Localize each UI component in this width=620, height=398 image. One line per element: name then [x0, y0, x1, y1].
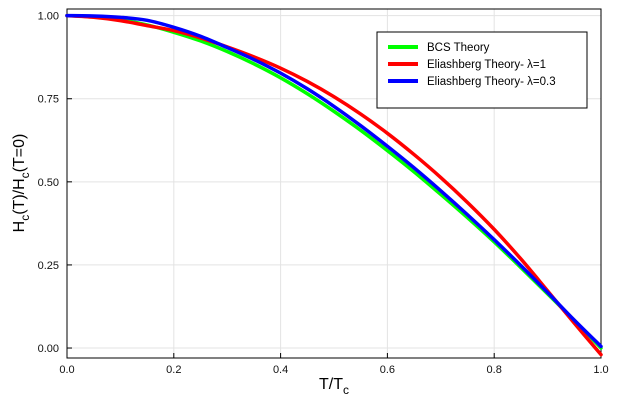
legend-label-eliashberg-0-3: Eliashberg Theory- λ=0.3: [427, 76, 556, 88]
y-tick-label: 1.00: [38, 11, 59, 23]
legend-box: [376, 31, 588, 109]
x-tick-label: 0.0: [59, 364, 74, 376]
y-tick-label: 0.50: [38, 177, 59, 189]
plot-frame: [66, 8, 602, 359]
y-tick-label: 0.00: [38, 343, 59, 355]
x-axis-label: T/Tc: [319, 376, 349, 397]
y-axis-label-part: (T=0): [11, 134, 28, 173]
y-axis-label-subscript: c: [18, 172, 32, 178]
x-tick-label: 0.6: [380, 364, 395, 376]
x-axis-label-main: T/T: [319, 376, 343, 393]
legend-label-eliashberg-1: Eliashberg Theory- λ=1: [427, 59, 546, 71]
legend: BCS Theory Eliashberg Theory- λ=1 Eliash…: [376, 31, 588, 109]
x-tick-label: 0.8: [487, 364, 502, 376]
series-layer: [65, 13, 603, 357]
y-axis-label-subscript: c: [18, 215, 32, 221]
legend-label-bcs: BCS Theory: [427, 42, 490, 54]
series-line-eliashberg-0-3: [65, 13, 603, 349]
x-tick-label: 0.4: [273, 364, 288, 376]
x-tick-label: 0.2: [166, 364, 181, 376]
y-tick-label: 0.25: [38, 260, 59, 272]
y-axis-label-part: H: [11, 221, 28, 233]
y-axis-label: Hc(T)/Hc(T=0): [11, 134, 32, 233]
y-axis-label-part: (T)/H: [11, 178, 28, 214]
y-tick-label: 0.75: [38, 94, 59, 106]
x-tick-label: 1.0: [593, 364, 608, 376]
series-line-eliashberg-1: [65, 13, 603, 357]
x-axis-label-subscript: c: [343, 383, 349, 397]
ticks: 0.0 0.2 0.4 0.6 0.8 1.0 0.00 0.25 0.50 0.75 1.00: [38, 11, 609, 376]
